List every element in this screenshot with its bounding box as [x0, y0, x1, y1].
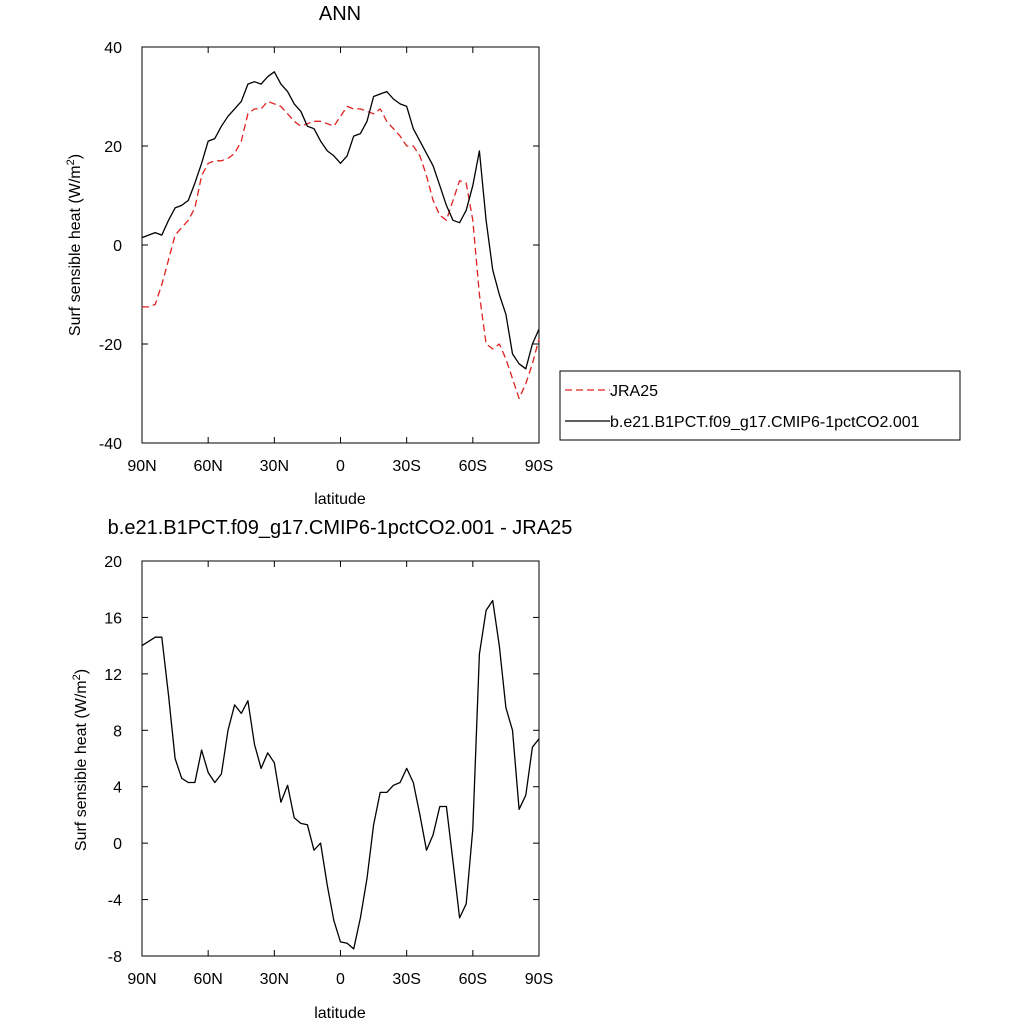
top-x-tick-label: 60S [459, 458, 487, 475]
top-x-axis-label: latitude [314, 491, 366, 508]
top-y-ticks: 40 20 0 -20 -40 [99, 40, 539, 453]
bottom-x-tick-label: 30S [392, 971, 420, 988]
top-series-line-model [141, 71, 540, 370]
bottom-panel: b.e21.B1PCT.f09_g17.CMIP6-1pctCO2.001 - … [71, 517, 572, 1022]
top-x-tick-label: 0 [336, 458, 345, 475]
bottom-x-tick-label: 90N [127, 971, 156, 988]
top-y-tick-label: 0 [113, 238, 122, 255]
legend: JRA25 b.e21.B1PCT.f09_g17.CMIP6-1pctCO2.… [559, 370, 961, 441]
bottom-y-tick-label: 4 [113, 780, 122, 797]
top-panel: ANN 40 20 0 -20 -40 90N 60N 30N 0 30S 60S 90S lati… [65, 3, 553, 508]
top-x-tick-label: 90S [525, 458, 553, 475]
bottom-y-tick-label: 0 [113, 836, 122, 853]
bottom-x-tick-label: 90S [525, 971, 553, 988]
top-x-tick-label: 30S [392, 458, 420, 475]
legend-box [559, 370, 961, 441]
bottom-series-line-model [141, 599, 540, 950]
bottom-y-tick-label: 8 [113, 723, 122, 740]
bottom-y-tick-label: 16 [104, 610, 122, 627]
top-series-line-jra25 [142, 100, 540, 400]
legend-label-model: b.e21.B1PCT.f09_g17.CMIP6-1pctCO2.001 [610, 414, 920, 431]
top-y-tick-label: -20 [99, 337, 122, 354]
top-y-tick-label: 40 [104, 40, 122, 57]
bottom-x-tick-label: 0 [336, 971, 345, 988]
bottom-series-group [141, 599, 540, 950]
bottom-x-tick-label: 60S [459, 971, 487, 988]
bottom-y-tick-label: 12 [104, 667, 122, 684]
bottom-title: b.e21.B1PCT.f09_g17.CMIP6-1pctCO2.001 - … [108, 517, 573, 539]
top-y-axis-label: Surf sensible heat (W/m2) [65, 154, 84, 336]
legend-label-jra25: JRA25 [610, 383, 658, 400]
bottom-y-tick-label: 20 [104, 554, 122, 571]
bottom-y-tick-label: -4 [108, 893, 122, 910]
bottom-x-tick-label: 60N [193, 971, 222, 988]
bottom-x-tick-label: 30N [260, 971, 289, 988]
bottom-y-ticks: 20 16 12 8 4 0 -4 -8 [104, 554, 539, 966]
top-plot-frame [141, 46, 540, 444]
bottom-y-tick-label: -8 [108, 949, 122, 966]
top-series-group [141, 71, 540, 400]
bottom-y-axis-label: Surf sensible heat (W/m2) [71, 669, 90, 851]
top-x-ticks: 90N 60N 30N 0 30S 60S 90S [127, 47, 553, 475]
top-y-tick-label: -40 [99, 436, 122, 453]
top-x-tick-label: 90N [127, 458, 156, 475]
top-y-tick-label: 20 [104, 139, 122, 156]
top-title: ANN [319, 3, 361, 25]
top-x-tick-label: 30N [260, 458, 289, 475]
bottom-x-ticks: 90N 60N 30N 0 30S 60S 90S [127, 561, 553, 988]
top-x-tick-label: 60N [193, 458, 222, 475]
bottom-x-axis-label: latitude [314, 1005, 366, 1022]
bottom-plot-frame [141, 560, 540, 957]
